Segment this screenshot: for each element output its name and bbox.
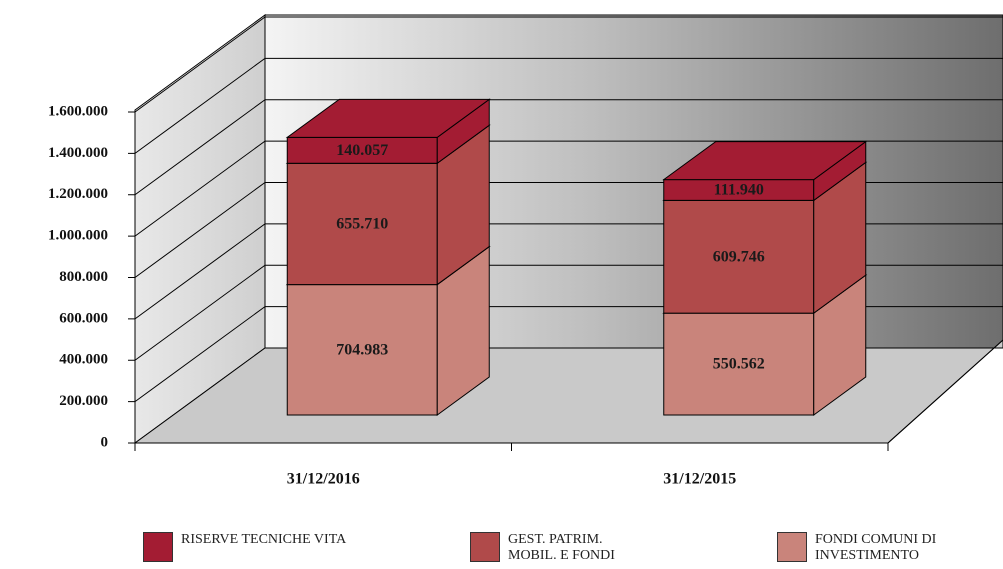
y-tick-label: 1.000.000 xyxy=(48,228,108,244)
legend-label: RISERVE TECNICHE VITA xyxy=(181,532,347,547)
bar-top xyxy=(285,98,491,138)
bar-front xyxy=(286,136,438,164)
y-tick-label: 0 xyxy=(101,434,109,450)
data-label: 550.562 xyxy=(713,356,765,373)
grid-line xyxy=(134,57,266,154)
bar-front xyxy=(663,199,815,314)
bar-front xyxy=(286,162,438,286)
bar-top xyxy=(662,141,868,181)
y-tick-label: 400.000 xyxy=(59,352,108,368)
grid-line xyxy=(134,16,266,113)
x-tick-label: 31/12/2015 xyxy=(663,471,736,488)
y-tick-label: 200.000 xyxy=(59,393,108,409)
floor xyxy=(133,339,1003,444)
chart: 0 200.000 400.000 600.000 800.000 1.000.000 1.… xyxy=(48,14,1003,488)
x-tick-label: 31/12/2016 xyxy=(287,471,360,488)
data-label: 111.940 xyxy=(714,182,764,199)
grid-line xyxy=(134,306,266,403)
y-tick-label: 800.000 xyxy=(59,269,108,285)
legend-item: GEST. PATRIM. MOBIL. E FONDI xyxy=(470,532,623,564)
bar-segment xyxy=(662,140,868,202)
legend-item: RISERVE TECNICHE VITA xyxy=(143,532,401,562)
legend-item: FONDI COMUNI DI INVESTIMENTO xyxy=(777,532,965,564)
floor-edge xyxy=(887,339,1003,444)
legend-label: FONDI COMUNI DI INVESTIMENTO xyxy=(815,532,937,563)
data-label: 140.057 xyxy=(336,142,388,159)
legend-swatch xyxy=(470,532,500,562)
grid-line xyxy=(134,182,266,278)
legend-swatch xyxy=(777,532,807,562)
grid-line xyxy=(134,99,266,196)
data-label: 704.983 xyxy=(336,341,388,358)
legend-label: GEST. PATRIM. MOBIL. E FONDI xyxy=(508,532,615,563)
y-tick-label: 1.600.000 xyxy=(48,103,108,119)
y-tick-label: 1.200.000 xyxy=(48,186,108,202)
data-label: 609.746 xyxy=(713,248,765,265)
bar-segment xyxy=(285,98,491,165)
grid-line xyxy=(134,140,266,237)
data-label: 655.710 xyxy=(336,216,388,233)
y-tick-label: 1.400.000 xyxy=(48,145,108,161)
y-tick-label: 600.000 xyxy=(59,310,108,326)
grid-line xyxy=(134,223,266,320)
legend-swatch xyxy=(143,532,173,562)
grid-line xyxy=(134,264,266,361)
